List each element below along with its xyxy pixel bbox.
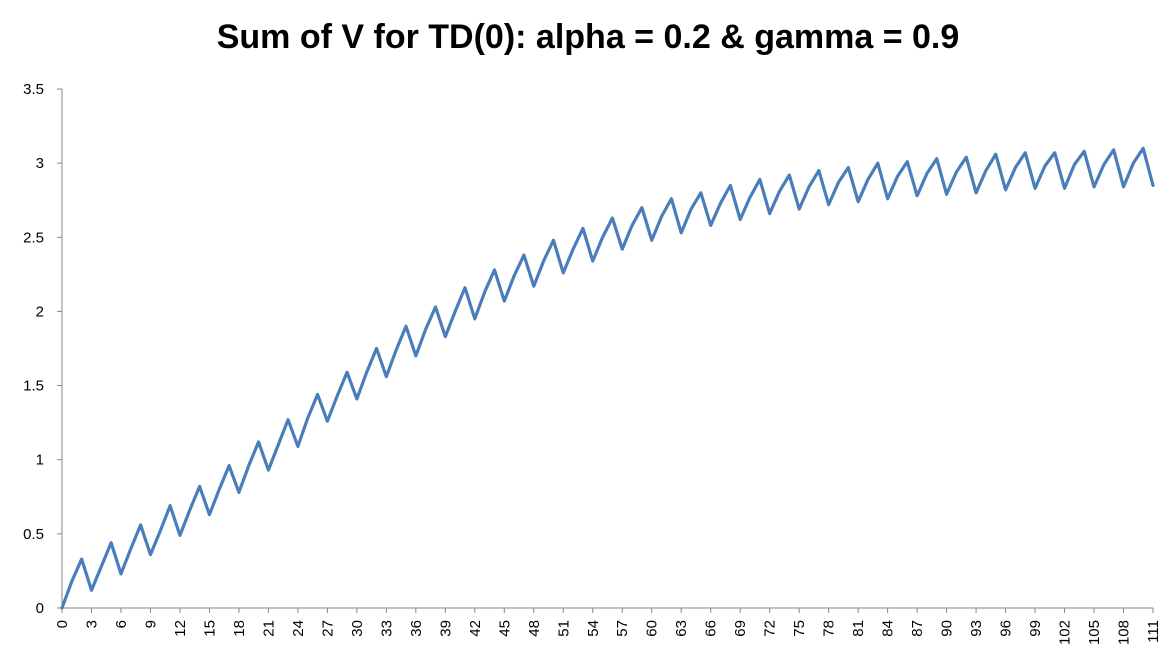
x-tick-label: 93 bbox=[968, 620, 985, 637]
y-tick-label: 1.5 bbox=[23, 378, 44, 395]
x-tick-label: 90 bbox=[939, 620, 956, 637]
chart-title: Sum of V for TD(0): alpha = 0.2 & gamma … bbox=[216, 18, 960, 56]
series-line-0 bbox=[60, 146, 1155, 610]
y-tick-label: 1 bbox=[36, 452, 44, 469]
x-tick-label: 51 bbox=[555, 620, 572, 637]
y-tick-label: 0 bbox=[36, 600, 44, 617]
x-tick-label: 60 bbox=[644, 620, 661, 637]
y-tick-label: 0.5 bbox=[23, 526, 44, 543]
x-tick-label: 24 bbox=[290, 620, 307, 637]
x-tick-label: 75 bbox=[791, 620, 808, 637]
x-tick-label: 111 bbox=[1145, 620, 1162, 643]
x-tick-label: 63 bbox=[673, 620, 690, 637]
x-tick-label: 39 bbox=[437, 620, 454, 637]
x-tick-label: 27 bbox=[319, 620, 336, 637]
y-tick-label: 2.5 bbox=[23, 229, 44, 246]
x-tick-label: 108 bbox=[1116, 620, 1133, 645]
x-tick-label: 15 bbox=[201, 620, 218, 637]
x-tick-label: 99 bbox=[1027, 620, 1044, 637]
x-tick-label: 102 bbox=[1057, 620, 1074, 645]
x-tick-label: 81 bbox=[850, 620, 867, 637]
x-tick-label: 96 bbox=[998, 620, 1015, 637]
y-tick-label: 2 bbox=[36, 303, 44, 320]
x-tick-label: 87 bbox=[909, 620, 926, 637]
y-tick-label: 3 bbox=[36, 155, 44, 172]
x-tick-label: 84 bbox=[880, 620, 897, 637]
x-tick-label: 54 bbox=[585, 620, 602, 637]
x-tick-label: 30 bbox=[349, 620, 366, 637]
x-tick-label: 66 bbox=[703, 620, 720, 637]
x-tick-label: 42 bbox=[467, 620, 484, 637]
x-tick-label: 45 bbox=[496, 620, 513, 637]
x-tick-label: 9 bbox=[142, 620, 159, 628]
y-tick-label: 3.5 bbox=[23, 81, 44, 98]
x-tick-label: 48 bbox=[526, 620, 543, 637]
x-tick-label: 78 bbox=[821, 620, 838, 637]
x-tick-label: 3 bbox=[83, 620, 100, 628]
x-tick-label: 33 bbox=[378, 620, 395, 637]
x-tick-label: 69 bbox=[732, 620, 749, 637]
x-tick-label: 21 bbox=[260, 620, 277, 637]
x-tick-label: 6 bbox=[113, 620, 130, 628]
x-tick-label: 18 bbox=[231, 620, 248, 637]
x-tick-label: 0 bbox=[54, 620, 71, 628]
x-tick-label: 105 bbox=[1086, 620, 1103, 645]
x-tick-label: 36 bbox=[408, 620, 425, 637]
x-tick-label: 72 bbox=[762, 620, 779, 637]
x-tick-label: 57 bbox=[614, 620, 631, 637]
x-tick-label: 12 bbox=[172, 620, 189, 637]
